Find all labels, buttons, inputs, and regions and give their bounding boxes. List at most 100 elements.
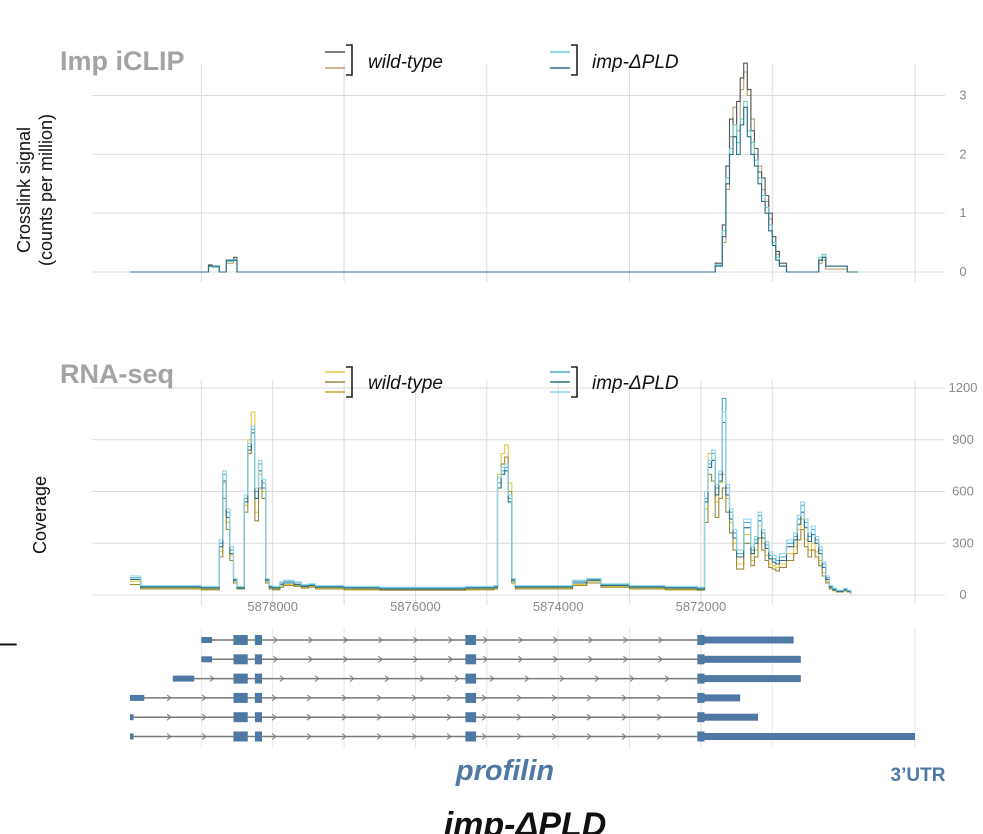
strand-chevron xyxy=(586,713,592,721)
exon-block xyxy=(233,673,248,684)
strand-chevron xyxy=(621,733,627,740)
rnaseq-legend-label-wild-type: wild-type xyxy=(368,373,443,394)
utr-block xyxy=(704,655,801,663)
strand-chevron xyxy=(308,636,314,644)
strand-chevron xyxy=(623,636,629,644)
rnaseq-grid xyxy=(92,380,945,605)
strand-chevron xyxy=(524,675,530,682)
iclip-ylabel: Crosslink signal (counts per million) xyxy=(14,114,56,266)
strand-chevron xyxy=(664,675,670,682)
strand-chevron xyxy=(454,675,460,682)
strand-chevron xyxy=(419,675,425,682)
strand-chevron xyxy=(271,733,277,740)
strand-chevron xyxy=(411,713,417,721)
iclip-grid xyxy=(92,64,945,282)
transcript-models xyxy=(130,635,915,742)
utr-label: 3’UTR xyxy=(891,765,946,786)
rnaseq-x-tick-label: 5872000 xyxy=(676,599,727,614)
rnaseq-series-group xyxy=(130,397,852,594)
strand-chevron xyxy=(376,694,382,702)
strand-chevron xyxy=(448,655,454,663)
rnaseq-panel: 0 300 600 900 1200 5878000 5876000 5874000 5872… xyxy=(30,359,977,614)
rnaseq-y-tick-label: 900 xyxy=(952,432,974,447)
strand-chevron xyxy=(481,694,487,702)
strand-chevron xyxy=(483,655,489,663)
rnaseq-y-ticks: 0 300 600 900 1200 xyxy=(949,380,978,602)
rnaseq-legend-label-imp-dpld: imp-ΔPLD xyxy=(592,373,679,394)
strand-chevron xyxy=(349,675,355,682)
strand-chevron xyxy=(378,636,384,644)
rnaseq-legend-wild-type: wild-type xyxy=(325,366,443,398)
iclip-y-tick-label: 0 xyxy=(959,264,966,279)
transcript-6 xyxy=(130,731,915,742)
rnaseq-y-tick-label: 0 xyxy=(959,587,966,602)
exon-block xyxy=(465,692,477,703)
strand-chevron xyxy=(209,675,215,682)
iclip-panel: 0 1 2 3 Imp iCLIP Crosslink signal (counts … xyxy=(14,44,967,282)
strand-chevron xyxy=(376,713,382,721)
utr-block xyxy=(704,694,741,702)
exon-block xyxy=(697,731,705,742)
strand-chevron xyxy=(586,694,592,702)
strand-chevron xyxy=(343,655,349,663)
strand-chevron xyxy=(413,636,419,644)
strand-chevron xyxy=(629,675,635,682)
iclip-legend-wild-type: wild-type xyxy=(325,44,443,76)
strand-chevron xyxy=(658,636,664,644)
iclip-series-2 xyxy=(130,100,858,273)
strand-chevron xyxy=(446,694,452,702)
exon-block xyxy=(254,635,263,645)
iclip-y-ticks: 0 1 2 3 xyxy=(959,88,966,279)
iclip-ylabel-line2: (counts per million) xyxy=(36,114,56,266)
gene-track-grid xyxy=(200,628,916,748)
iclip-y-tick-label: 2 xyxy=(959,146,966,161)
exon-block xyxy=(254,731,263,742)
utr-block xyxy=(704,675,801,683)
strand-chevron xyxy=(384,675,390,682)
iclip-legend-bracket xyxy=(346,44,353,76)
strand-chevron xyxy=(306,694,312,702)
strand-chevron xyxy=(314,675,320,682)
exon-block xyxy=(201,656,213,663)
rnaseq-series-3 xyxy=(130,421,852,594)
strand-chevron xyxy=(201,694,207,702)
strand-chevron xyxy=(551,733,557,740)
strand-chevron xyxy=(341,733,347,740)
strand-chevron xyxy=(481,733,487,740)
strand-chevron xyxy=(446,733,452,740)
exon-block xyxy=(254,712,263,723)
transcript-5 xyxy=(130,712,758,723)
strand-chevron xyxy=(623,655,629,663)
transcript-1 xyxy=(201,635,794,645)
rnaseq-legend-bracket xyxy=(346,366,353,398)
rnaseq-x-tick-label: 5876000 xyxy=(390,599,441,614)
exon-block xyxy=(233,635,248,645)
exon-block xyxy=(233,712,248,723)
strand-chevron xyxy=(279,675,285,682)
strand-chevron xyxy=(308,655,314,663)
rnaseq-ylabel-text: Coverage xyxy=(30,476,50,554)
exon-block xyxy=(233,731,248,742)
gene-label: profilin xyxy=(455,755,554,787)
exon-block xyxy=(465,654,477,665)
exon-block xyxy=(254,654,263,665)
rnaseq-ylabel: Coverage xyxy=(30,476,50,554)
strand-chevron xyxy=(306,733,312,740)
exon-block xyxy=(254,673,263,684)
strand-chevron xyxy=(271,713,277,721)
rnaseq-y-tick-label: 300 xyxy=(952,535,974,550)
utr-block xyxy=(704,713,758,721)
strand-chevron xyxy=(586,733,592,740)
footer-label: imp-ΔPLD xyxy=(444,806,607,834)
exon-block xyxy=(697,712,705,723)
strand-chevron xyxy=(201,733,207,740)
strand-chevron xyxy=(271,694,277,702)
strand-chevron xyxy=(273,655,279,663)
rnaseq-y-tick-label: 600 xyxy=(952,484,974,499)
iclip-series-1 xyxy=(130,62,858,273)
exon-block xyxy=(233,654,248,665)
strand-chevron xyxy=(516,713,522,721)
iclip-legend: wild-type imp-ΔPLD xyxy=(325,44,679,76)
iclip-legend-label-imp-dpld: imp-ΔPLD xyxy=(592,52,679,73)
